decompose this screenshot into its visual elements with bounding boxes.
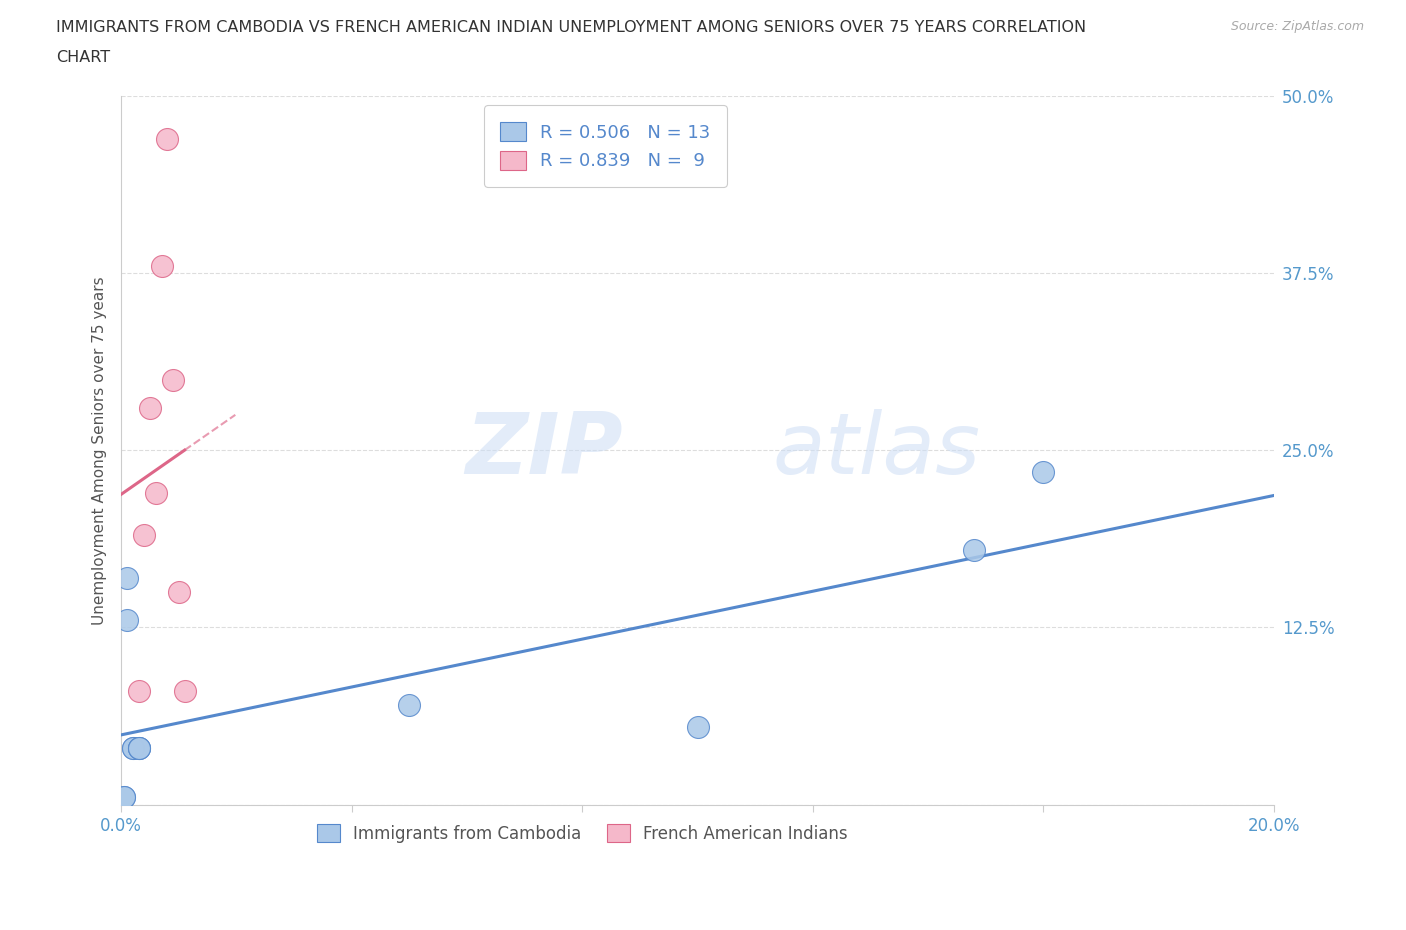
Text: IMMIGRANTS FROM CAMBODIA VS FRENCH AMERICAN INDIAN UNEMPLOYMENT AMONG SENIORS OV: IMMIGRANTS FROM CAMBODIA VS FRENCH AMERI… xyxy=(56,20,1087,35)
Point xyxy=(134,528,156,543)
Text: CHART: CHART xyxy=(56,50,110,65)
Point xyxy=(139,401,162,416)
Text: atlas: atlas xyxy=(772,409,980,492)
Point xyxy=(173,684,195,698)
Point xyxy=(145,485,167,500)
Point xyxy=(128,684,150,698)
Point xyxy=(128,740,150,755)
Point xyxy=(115,613,138,628)
Point xyxy=(128,740,150,755)
Point xyxy=(112,790,135,804)
Point xyxy=(121,740,143,755)
Y-axis label: Unemployment Among Seniors over 75 years: Unemployment Among Seniors over 75 years xyxy=(93,276,107,625)
Point xyxy=(121,740,143,755)
Point xyxy=(150,259,173,273)
Point xyxy=(398,698,420,712)
Point xyxy=(156,131,179,146)
Point xyxy=(1032,464,1054,479)
Point xyxy=(963,542,986,557)
Point xyxy=(162,372,184,387)
Legend: Immigrants from Cambodia, French American Indians: Immigrants from Cambodia, French America… xyxy=(309,817,855,849)
Point xyxy=(115,570,138,585)
Point xyxy=(112,790,135,804)
Text: Source: ZipAtlas.com: Source: ZipAtlas.com xyxy=(1230,20,1364,33)
Point xyxy=(128,740,150,755)
Point xyxy=(167,585,190,600)
Text: ZIP: ZIP xyxy=(465,409,623,492)
Point xyxy=(686,719,709,734)
